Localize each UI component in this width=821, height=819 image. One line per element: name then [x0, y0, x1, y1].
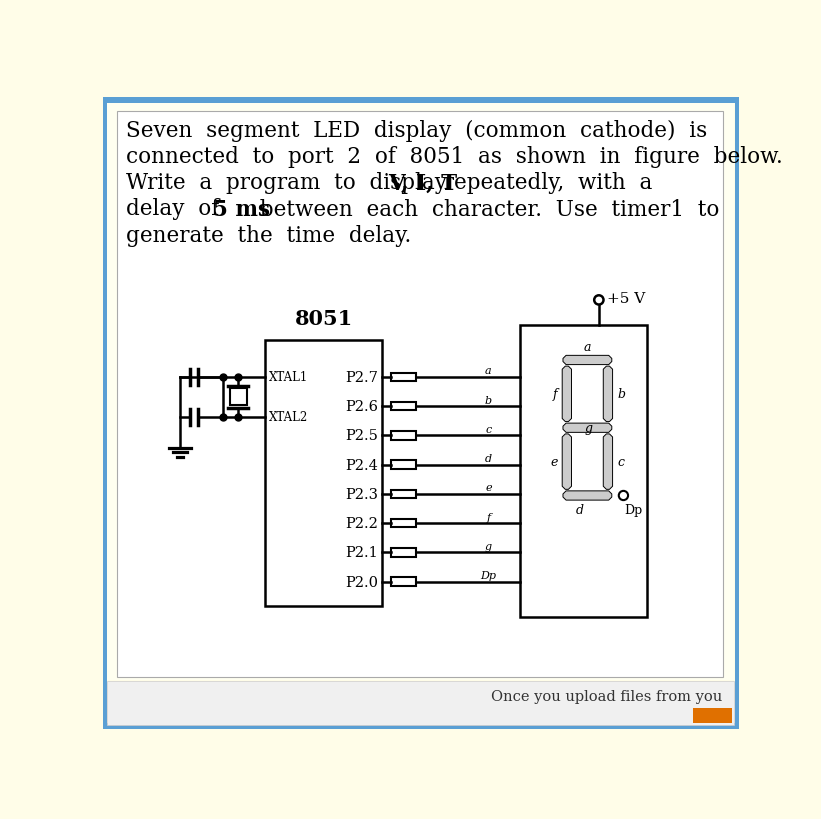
Text: P2.2: P2.2	[345, 517, 378, 531]
Text: Dp: Dp	[625, 504, 643, 517]
Text: d: d	[576, 504, 584, 517]
Text: P2.7: P2.7	[345, 370, 378, 384]
Text: +5 V: +5 V	[607, 292, 644, 305]
Text: g: g	[485, 541, 492, 551]
Polygon shape	[563, 423, 612, 432]
Text: Once you upload files from you: Once you upload files from you	[492, 690, 722, 704]
Bar	[265, 341, 382, 606]
Polygon shape	[563, 356, 612, 365]
Text: P2.6: P2.6	[345, 400, 378, 414]
Text: P2.5: P2.5	[345, 429, 378, 443]
Text: V, I, T: V, I, T	[388, 172, 457, 194]
Bar	[391, 432, 415, 440]
Text: a: a	[584, 341, 591, 354]
Polygon shape	[563, 491, 612, 500]
Text: Write  a  program  to  display: Write a program to display	[126, 172, 461, 194]
Text: e: e	[485, 483, 492, 493]
Bar	[103, 723, 739, 729]
Bar	[735, 98, 739, 729]
Text: b: b	[617, 388, 626, 400]
Bar	[391, 577, 415, 586]
Bar	[520, 325, 648, 618]
Text: P2.0: P2.0	[345, 575, 378, 589]
Text: between  each  character.  Use  timer1  to: between each character. Use timer1 to	[246, 198, 719, 220]
Text: c: c	[617, 455, 624, 468]
Polygon shape	[562, 367, 571, 422]
Text: Dp: Dp	[480, 571, 497, 581]
Text: f: f	[553, 388, 557, 400]
Text: generate  the  time  delay.: generate the time delay.	[126, 224, 411, 247]
Bar	[391, 490, 415, 499]
Bar	[391, 549, 415, 557]
Bar	[391, 373, 415, 382]
Text: XTAL2: XTAL2	[269, 411, 309, 424]
Bar	[230, 389, 247, 406]
Bar	[693, 708, 732, 722]
Text: 5 ms: 5 ms	[213, 198, 269, 220]
Polygon shape	[562, 434, 571, 490]
Text: P2.4: P2.4	[345, 458, 378, 472]
Text: XTAL1: XTAL1	[269, 371, 309, 384]
Bar	[391, 402, 415, 411]
Text: c: c	[485, 424, 492, 434]
Bar	[108, 681, 734, 725]
Text: a: a	[485, 366, 492, 376]
Text: P2.1: P2.1	[345, 545, 378, 560]
Bar	[103, 98, 739, 104]
Text: P2.3: P2.3	[345, 487, 378, 501]
Bar	[117, 112, 723, 677]
Text: d: d	[485, 454, 492, 464]
Text: f: f	[486, 512, 490, 522]
Text: 8051: 8051	[295, 309, 353, 329]
Bar	[103, 98, 107, 729]
Text: Seven  segment  LED  display  (common  cathode)  is: Seven segment LED display (common cathod…	[126, 120, 707, 142]
Bar	[391, 519, 415, 527]
Bar	[391, 461, 415, 469]
Text: delay  of: delay of	[126, 198, 233, 220]
Text: connected  to  port  2  of  8051  as  shown  in  figure  below.: connected to port 2 of 8051 as shown in …	[126, 146, 782, 168]
Text: b: b	[485, 395, 492, 405]
Polygon shape	[603, 434, 612, 490]
Polygon shape	[603, 367, 612, 422]
Text: g: g	[585, 422, 593, 435]
Text: e: e	[550, 455, 557, 468]
Text: repeatedly,  with  a: repeatedly, with a	[430, 172, 653, 194]
